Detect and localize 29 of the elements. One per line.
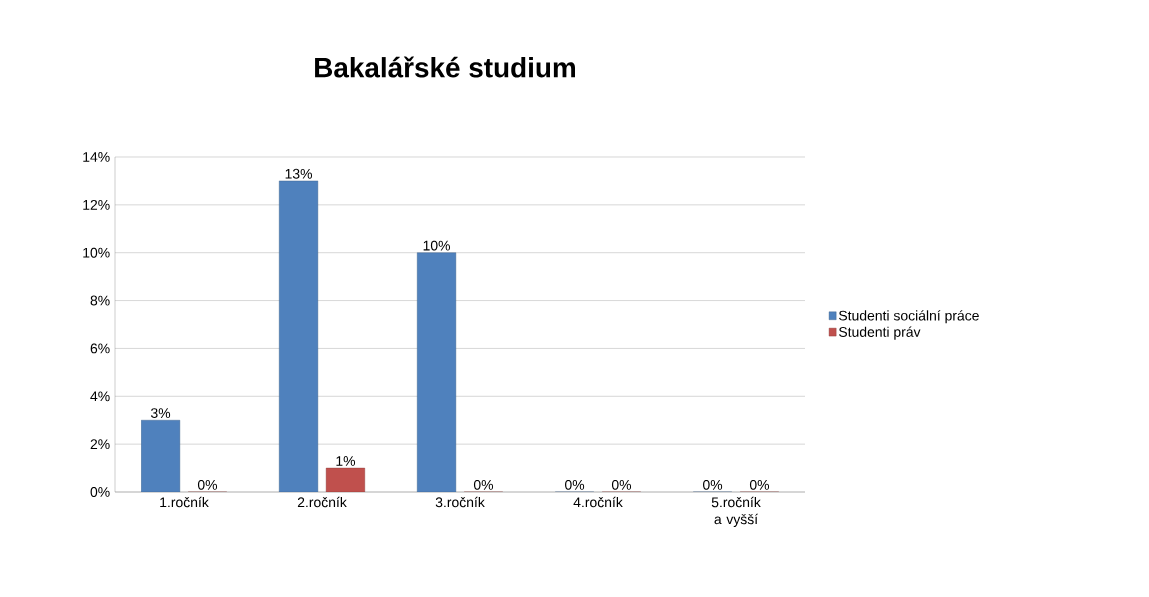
chart-title: Bakalářské studium <box>315 56 576 78</box>
data-label: 0% <box>703 479 723 490</box>
x-tick-label: 3.ročník <box>435 496 485 508</box>
x-tick-label: 1.ročník <box>160 496 209 508</box>
data-label: 0% <box>473 479 494 490</box>
y-tick-label: 4% <box>90 391 110 402</box>
data-label: 0% <box>611 479 632 490</box>
y-tick-label: 2% <box>90 439 110 450</box>
y-tick-label: 0% <box>90 487 110 497</box>
bar <box>279 180 319 492</box>
x-tick-label: 2.ročník <box>297 496 347 508</box>
x-tick-label: 4.ročník <box>573 496 623 508</box>
y-tick-label: 12% <box>83 199 110 210</box>
data-label: 0% <box>197 479 218 490</box>
y-tick-label: 8% <box>90 295 110 306</box>
y-tick-label: 6% <box>90 343 110 354</box>
x-tick-label: 5.ročník a vyšší <box>711 496 761 527</box>
data-label: 10% <box>423 240 450 251</box>
data-label: 1% <box>336 456 356 466</box>
data-label: 13% <box>285 168 312 179</box>
legend-label: Studenti práv <box>839 326 921 340</box>
data-label: 3% <box>150 408 171 419</box>
y-tick-label: 14% <box>83 152 110 162</box>
bar <box>141 420 181 492</box>
data-label: 0% <box>749 479 770 490</box>
legend-label: Studenti sociální práce <box>839 310 979 324</box>
bar <box>417 252 457 492</box>
data-label: 0% <box>565 479 585 490</box>
y-tick-label: 10% <box>83 247 110 258</box>
